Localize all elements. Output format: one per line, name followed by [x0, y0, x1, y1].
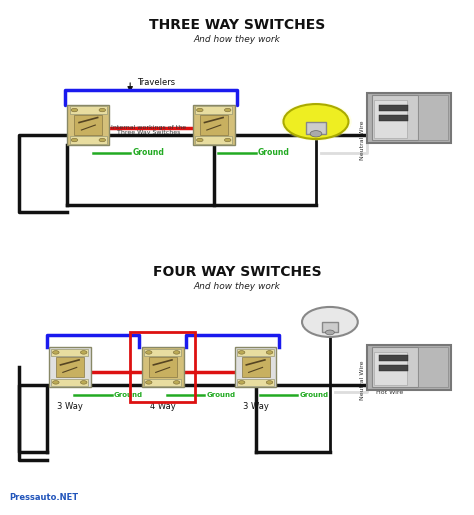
Bar	[379, 365, 408, 371]
Bar	[144, 379, 181, 386]
Bar	[51, 379, 88, 386]
Bar	[418, 95, 448, 140]
Circle shape	[225, 108, 231, 112]
Circle shape	[280, 102, 352, 141]
FancyBboxPatch shape	[367, 93, 451, 143]
Text: Neutral Wire: Neutral Wire	[360, 360, 365, 400]
Text: Neutral Wire: Neutral Wire	[360, 121, 365, 160]
Text: Travelers: Travelers	[137, 78, 175, 87]
Bar	[74, 115, 102, 135]
Text: Pressauto.NET: Pressauto.NET	[9, 493, 79, 502]
FancyBboxPatch shape	[193, 105, 235, 145]
FancyBboxPatch shape	[67, 105, 109, 145]
Bar	[306, 122, 326, 134]
Text: And how they work: And how they work	[193, 35, 281, 44]
Bar	[70, 106, 107, 114]
Bar	[372, 95, 418, 140]
Circle shape	[326, 330, 334, 335]
Circle shape	[99, 139, 106, 142]
Circle shape	[283, 104, 348, 139]
Circle shape	[173, 351, 180, 354]
FancyBboxPatch shape	[235, 348, 276, 387]
Text: Ground: Ground	[207, 392, 236, 398]
Text: Ground: Ground	[132, 148, 164, 157]
Text: FOUR WAY SWITCHES: FOUR WAY SWITCHES	[153, 265, 321, 279]
Bar	[379, 105, 408, 111]
Circle shape	[302, 307, 358, 337]
Bar	[149, 357, 177, 377]
Circle shape	[71, 108, 78, 112]
Circle shape	[238, 381, 245, 384]
Bar	[51, 349, 88, 356]
Bar	[144, 349, 181, 356]
FancyBboxPatch shape	[49, 348, 91, 387]
Circle shape	[173, 381, 180, 384]
Bar	[242, 357, 270, 377]
Bar	[374, 100, 407, 138]
Bar	[418, 348, 448, 387]
Text: Internal workings of the
Three Way Switches: Internal workings of the Three Way Switc…	[111, 125, 186, 135]
Circle shape	[53, 351, 59, 354]
Text: THREE WAY SWITCHES: THREE WAY SWITCHES	[149, 18, 325, 31]
Bar	[70, 136, 107, 144]
Circle shape	[146, 351, 152, 354]
Text: Hot Wire: Hot Wire	[372, 140, 399, 145]
Circle shape	[310, 131, 322, 137]
Text: 4 Way: 4 Way	[150, 402, 175, 411]
Bar	[374, 352, 407, 385]
Bar	[237, 379, 274, 386]
Bar	[56, 357, 84, 377]
Bar	[200, 115, 228, 135]
Bar	[195, 136, 232, 144]
Bar	[237, 349, 274, 356]
Text: 3 Way: 3 Way	[243, 402, 268, 411]
Circle shape	[266, 381, 273, 384]
Bar	[379, 115, 408, 122]
Circle shape	[238, 351, 245, 354]
FancyBboxPatch shape	[367, 345, 451, 390]
Text: Hot Wire: Hot Wire	[376, 390, 403, 395]
Circle shape	[197, 139, 203, 142]
Text: Ground: Ground	[258, 148, 290, 157]
Circle shape	[197, 108, 203, 112]
FancyBboxPatch shape	[142, 348, 183, 387]
Bar	[322, 322, 337, 333]
Circle shape	[146, 381, 152, 384]
Bar	[195, 106, 232, 114]
Circle shape	[99, 108, 106, 112]
Text: Ground: Ground	[300, 392, 329, 398]
Circle shape	[81, 381, 87, 384]
Text: Ground: Ground	[114, 392, 143, 398]
Circle shape	[53, 381, 59, 384]
Bar	[379, 355, 408, 361]
Bar	[130, 333, 195, 402]
Bar	[372, 348, 418, 387]
Circle shape	[71, 139, 78, 142]
Circle shape	[266, 351, 273, 354]
Text: 3 Way: 3 Way	[57, 402, 82, 411]
Circle shape	[81, 351, 87, 354]
Text: And how they work: And how they work	[193, 282, 281, 291]
Circle shape	[225, 139, 231, 142]
